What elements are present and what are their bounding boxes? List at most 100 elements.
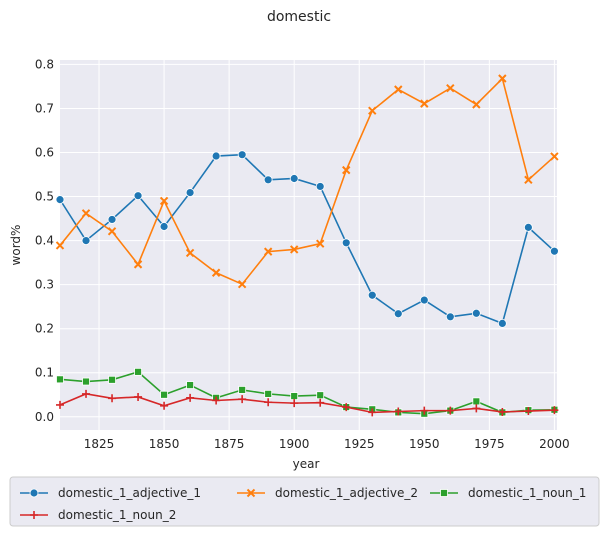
data-point [238,386,247,394]
data-point [160,390,168,399]
data-point [237,150,247,160]
data-point [316,239,325,248]
data-point [185,248,195,258]
data-point [342,403,351,412]
data-point [238,395,247,404]
data-point [524,407,533,416]
data-point [550,406,559,415]
y-tick-label: 0.0 [35,410,54,424]
data-point [108,375,116,384]
legend-box [9,476,600,527]
legend-label: domestic_1_adjective_2 [275,486,418,500]
x-tick-label: 1975 [474,437,505,451]
data-point [472,404,481,413]
legend: domestic_1_adjective_1 domestic_1_adjecti… [9,476,600,527]
x-axis-ticks: 1825 1850 1875 1900 1925 1950 1975 2000 [84,437,570,451]
data-point [134,392,143,401]
data-point [133,260,143,269]
x-tick-label: 1825 [84,437,115,451]
data-point [341,238,351,248]
data-point [81,236,91,245]
data-point [211,268,221,277]
x-tick-label: 1925 [344,437,375,451]
series-line [59,370,555,415]
data-point [420,406,429,415]
data-point [419,295,429,305]
data-point [549,246,559,256]
data-point [524,175,533,185]
series-domestic_1_adjective_2 [55,74,559,289]
data-point [445,312,455,322]
data-point [420,99,429,108]
legend-marker [246,488,256,498]
data-point [368,408,377,417]
data-point [316,391,325,400]
data-point [367,290,377,300]
data-point [446,83,455,93]
data-point [394,407,403,416]
data-point [159,196,169,206]
legend-marker [29,488,39,498]
y-tick-label: 0.7 [35,101,54,115]
data-point [289,174,299,183]
data-point [160,401,169,410]
data-point [159,222,169,231]
x-tick-label: 1875 [214,437,245,451]
data-point [212,396,221,405]
data-point [133,191,143,201]
series-line [59,393,555,414]
data-point [107,215,117,224]
data-point [186,393,195,402]
plot-area [60,60,557,430]
y-tick-label: 0.4 [35,234,54,248]
y-axis-ticks: 0.0 0.1 0.2 0.3 0.4 0.5 0.6 0.7 0.8 [35,57,54,423]
data-point [108,394,117,403]
data-point [55,195,65,205]
data-point [211,151,221,161]
legend-label: domestic_1_adjective_1 [58,486,201,500]
data-point [498,407,507,416]
y-tick-label: 0.2 [35,322,54,336]
data-point [82,377,90,386]
y-axis-label: word% [9,225,23,266]
data-point [56,375,64,384]
data-point [289,245,299,254]
x-tick-label: 1850 [149,437,180,451]
data-point [446,406,455,415]
data-point [237,279,247,289]
legend-entry: domestic_1_adjective_1 [20,486,201,500]
data-point [393,309,403,319]
data-point [56,400,64,409]
legend-label: domestic_1_noun_1 [468,486,586,500]
series-line [59,76,555,286]
legend-label: domestic_1_noun_2 [58,508,176,522]
grid-lines [60,60,557,430]
data-point [82,389,91,398]
y-tick-label: 0.6 [35,146,54,160]
legend-entry: domestic_1_noun_1 [430,486,586,500]
data-point [550,152,559,161]
y-tick-label: 0.3 [35,278,54,292]
data-point [368,106,377,115]
data-point [290,399,299,408]
data-point [471,308,481,318]
chart-title: domestic [267,9,331,25]
data-point [497,319,507,328]
data-point [55,241,65,250]
data-point [315,182,325,191]
y-tick-label: 0.5 [35,190,54,204]
legend-marker [440,489,448,497]
data-point [394,85,403,94]
data-point [290,392,299,400]
data-point [472,397,481,406]
x-tick-label: 1900 [279,437,310,451]
data-point [185,188,195,197]
data-point [264,398,273,407]
legend-entry: domestic_1_adjective_2 [237,486,418,500]
data-point [264,389,273,398]
data-point [134,367,142,376]
data-point [186,381,195,389]
data-point [263,175,273,185]
data-point [523,222,533,232]
data-point [342,165,351,175]
